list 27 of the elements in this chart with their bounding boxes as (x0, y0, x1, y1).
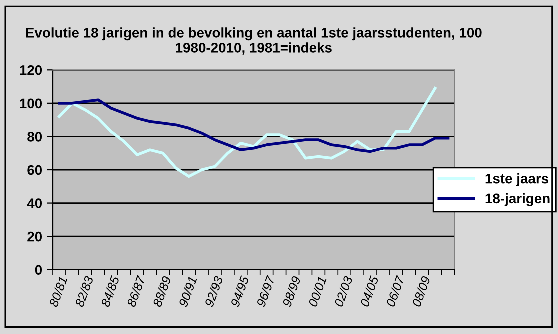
y-tick-label: 80 (28, 132, 42, 142)
y-tick-label: 100 (20, 98, 42, 109)
line-series (58, 98, 450, 154)
y-tick-label: 40 (27, 198, 42, 208)
legend-label: 1ste jaars (486, 174, 549, 186)
x-tick-label: 04/05 (360, 275, 380, 308)
x-tick-label: 94/95 (230, 275, 250, 308)
x-tick-label: 98/99 (282, 276, 302, 308)
x-tick-label: 80/81 (48, 276, 68, 308)
x-tick-label: 92/93 (204, 276, 224, 308)
x-tick-label: 08/09 (412, 276, 431, 308)
x-tick-label: 02/03 (334, 276, 354, 308)
x-tick-label: 86/87 (126, 275, 146, 308)
legend-label: 18-jarigen (486, 193, 550, 206)
chart-title: Evolutie 18 jarigen in de bevolking en aantal 1ste jaarsstudenten, 100 1980-2010, 1981=indeks (26, 28, 482, 55)
x-tick-label: 00/01 (308, 276, 327, 308)
y-tick-label: 120 (20, 65, 42, 76)
x-tick-label: 88/89 (152, 276, 172, 308)
x-tick-label: 84/85 (100, 275, 120, 308)
y-tick-label: 0 (35, 265, 42, 276)
line-series (58, 87, 437, 178)
y-tick-label: 60 (28, 165, 42, 176)
x-tick-label: 06/07 (386, 275, 406, 308)
x-tick-label: 90/91 (178, 276, 198, 308)
x-tick-label: 96/97 (256, 275, 276, 308)
y-tick-label: 20 (28, 232, 42, 242)
x-tick-label: 82/83 (74, 276, 94, 308)
